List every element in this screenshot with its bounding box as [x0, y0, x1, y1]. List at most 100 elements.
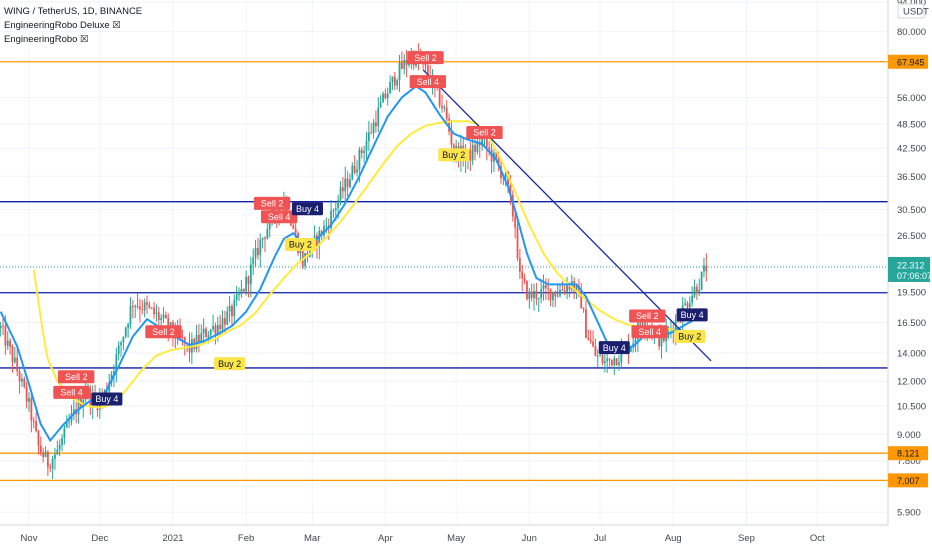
currency-box [897, 3, 925, 19]
candle-body [332, 210, 335, 212]
candle-body [700, 271, 703, 290]
time-tick-label: Jul [594, 533, 606, 544]
candle-body [509, 184, 512, 195]
signal-tag-bg [631, 325, 668, 339]
candle-body [164, 314, 167, 319]
candle-body [533, 291, 535, 298]
level-value-tag [888, 54, 928, 69]
candle-body [353, 165, 356, 173]
candle-body [207, 335, 210, 338]
signal-tag[interactable]: Sell 4 [631, 325, 668, 339]
candle-body [223, 318, 226, 325]
price-tick-label: 7.800 [897, 456, 921, 467]
signal-tag[interactable]: Buy 2 [674, 329, 706, 343]
candle-body [96, 402, 99, 410]
indicator-label-basic[interactable]: EngineeringRobo ☒ [4, 34, 89, 45]
candle-body [160, 317, 163, 321]
level-value-text: 7.007 [897, 476, 920, 486]
candle-body [542, 285, 545, 290]
candle-body [426, 65, 429, 76]
candle-body [441, 105, 443, 109]
signal-tag[interactable]: Sell 2 [466, 125, 503, 139]
candle-body [396, 80, 399, 86]
candle-body [11, 347, 14, 363]
candle-body [318, 230, 321, 247]
candle-body [139, 306, 141, 310]
candle-body [183, 337, 186, 344]
candle-body [299, 249, 302, 254]
candle-body [589, 339, 592, 342]
candle-body [228, 305, 231, 312]
price-tick-label: 80.000 [897, 27, 926, 38]
candle-body [603, 361, 606, 364]
candle-body [127, 324, 130, 328]
signal-label: Sell 4 [638, 327, 661, 337]
signal-tag[interactable]: Sell 4 [53, 385, 90, 399]
candle-body [162, 314, 165, 318]
candle-body [117, 345, 120, 355]
signal-tag-bg [58, 370, 95, 384]
candle-body [530, 291, 533, 298]
candle-body [304, 253, 307, 267]
signal-tag[interactable]: Sell 2 [407, 51, 444, 65]
time-tick-label: Dec [91, 533, 108, 544]
candle-body [349, 179, 351, 187]
time-tick-label: Jun [522, 533, 537, 544]
candle-body [393, 76, 396, 86]
signal-tag[interactable]: Buy 4 [91, 392, 123, 406]
signal-label: Sell 4 [268, 212, 291, 222]
candle-body [226, 311, 229, 325]
signal-tag[interactable]: Sell 2 [58, 370, 95, 384]
time-tick-label: Sep [738, 533, 755, 544]
signal-tag[interactable]: Buy 2 [214, 357, 246, 371]
candle-body [476, 142, 479, 152]
signal-label: Buy 4 [296, 204, 319, 214]
candle-body [573, 280, 576, 292]
candle-body [632, 343, 635, 347]
signal-tag[interactable]: Buy 2 [438, 148, 470, 162]
candle-body [155, 312, 158, 315]
signal-tag[interactable]: Buy 4 [598, 341, 630, 355]
signal-label: Sell 2 [636, 311, 659, 321]
candle-body [63, 427, 66, 438]
candle-body [561, 289, 564, 291]
candle-body [398, 62, 401, 81]
candle-body [58, 445, 61, 450]
candle-body [566, 285, 568, 292]
candle-body [257, 247, 259, 256]
signal-label: Sell 2 [261, 199, 284, 209]
indicator-label-deluxe[interactable]: EngineeringRobo Deluxe ☒ [4, 20, 121, 31]
candle-body [21, 378, 23, 382]
candle-body [122, 336, 125, 343]
grid [0, 0, 888, 525]
candle-body [438, 86, 441, 106]
candle-body [153, 307, 155, 315]
candle-body [448, 118, 450, 132]
candle-body [391, 76, 394, 83]
candle-body [523, 278, 526, 282]
time-tick-label: Mar [304, 533, 320, 544]
candle-body [379, 102, 382, 108]
signal-tag[interactable]: Buy 2 [284, 238, 316, 252]
signal-tag-bg [291, 202, 323, 216]
signal-tag[interactable]: Sell 2 [145, 325, 182, 339]
candle-body [89, 389, 92, 406]
candle-body [337, 200, 340, 209]
candle-body [601, 355, 604, 364]
candle-body [596, 355, 599, 357]
signal-label: Sell 2 [65, 372, 88, 382]
signal-tag[interactable]: Sell 2 [253, 196, 291, 210]
signal-tag[interactable]: Sell 2 [629, 309, 666, 323]
candle-body [51, 458, 54, 469]
signal-tag[interactable]: Sell 4 [409, 75, 447, 89]
candle-body [2, 325, 4, 327]
candle-body [261, 237, 264, 240]
candle-body [46, 451, 49, 468]
candle-body [28, 398, 30, 402]
time-tick-label: May [447, 533, 465, 544]
candle-body [259, 239, 262, 256]
signal-tag[interactable]: Sell 4 [260, 210, 298, 224]
signal-tag[interactable]: Buy 4 [291, 202, 323, 216]
signal-tag[interactable]: Buy 4 [676, 308, 708, 322]
